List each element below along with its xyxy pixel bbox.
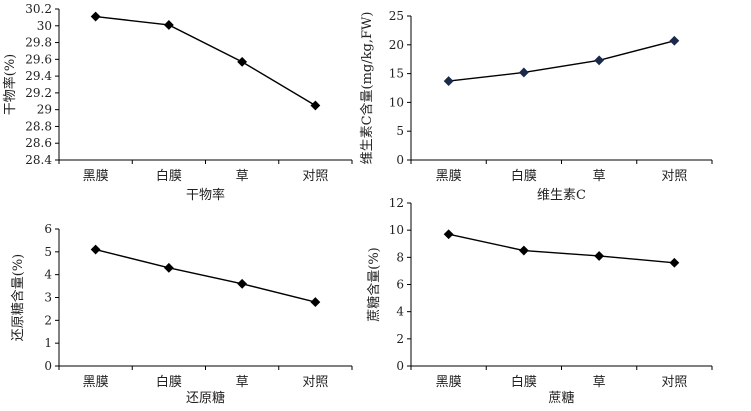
x-category-label: 黑膜 xyxy=(436,169,462,184)
y-tick-label: 15 xyxy=(389,67,404,81)
y-tick-label: 4 xyxy=(44,268,52,282)
data-point-marker xyxy=(237,278,248,289)
data-point-marker xyxy=(518,67,529,78)
y-tick-label: 2 xyxy=(44,313,52,327)
x-category-label: 黑膜 xyxy=(83,375,109,390)
data-point-marker xyxy=(90,244,101,255)
y-tick-label: 29.4 xyxy=(25,69,52,83)
x-category-label: 草 xyxy=(593,169,606,184)
y-tick-label: 5 xyxy=(44,245,52,259)
x-category-label: 草 xyxy=(236,169,249,184)
x-category-label: 草 xyxy=(593,375,606,390)
y-tick-label: 28.8 xyxy=(25,119,52,133)
y-tick-label: 3 xyxy=(44,291,52,305)
x-category-label: 对照 xyxy=(661,375,687,390)
y-tick-label: 0 xyxy=(44,359,52,373)
x-category-label: 对照 xyxy=(302,375,328,390)
y-tick-label: 29.8 xyxy=(25,36,52,50)
y-tick-label: 29 xyxy=(37,103,52,117)
data-point-marker xyxy=(443,229,454,240)
y-tick-label: 30 xyxy=(37,19,52,33)
y-tick-label: 8 xyxy=(396,250,404,264)
y-axis-title: 蔗糖含量(%) xyxy=(366,247,382,322)
data-point-marker xyxy=(310,100,321,111)
data-point-marker xyxy=(443,76,454,86)
data-point-marker xyxy=(90,11,101,22)
x-category-label: 对照 xyxy=(661,169,687,184)
data-point-marker xyxy=(163,262,174,273)
chart-dry-matter: 28.4 28.6 28.8 29 29.2 29.4 29.6 29.8 30 30.2 黑膜 白膜… xyxy=(2,2,353,203)
x-category-label: 黑膜 xyxy=(436,375,462,390)
x-axis-title: 干物率 xyxy=(186,187,225,203)
y-tick-label: 29.2 xyxy=(25,86,52,100)
y-tick-label: 6 xyxy=(396,278,404,292)
y-tick-label: 2 xyxy=(396,332,404,346)
series-line xyxy=(448,40,675,82)
x-axis-title: 维生素C xyxy=(537,188,586,203)
y-tick-label: 28.4 xyxy=(25,153,52,167)
x-category-label: 对照 xyxy=(302,169,328,184)
data-point-marker xyxy=(310,297,321,307)
y-tick-label: 29.6 xyxy=(25,52,52,66)
y-tick-label: 25 xyxy=(389,9,404,23)
y-tick-label: 30.2 xyxy=(25,2,52,16)
x-category-label: 白膜 xyxy=(511,168,537,184)
series-line xyxy=(95,15,316,107)
x-axis-title: 蔗糖 xyxy=(548,390,574,406)
x-category-label: 白膜 xyxy=(156,374,182,390)
y-tick-label: 1 xyxy=(44,336,52,350)
y-axis-title: 维生素C含量(mg/kg,FW) xyxy=(359,12,375,165)
y-tick-label: 10 xyxy=(389,95,404,109)
data-point-marker xyxy=(163,20,174,30)
y-tick-label: 28.6 xyxy=(25,136,52,150)
y-axis-title: 干物率(%) xyxy=(2,54,18,116)
y-tick-label: 10 xyxy=(389,223,404,237)
y-tick-label: 6 xyxy=(44,222,52,236)
y-tick-label: 20 xyxy=(389,38,404,52)
x-category-label: 草 xyxy=(236,375,249,390)
series-line xyxy=(448,233,675,264)
data-point-marker xyxy=(669,257,680,268)
data-point-marker xyxy=(669,35,680,46)
x-category-label: 白膜 xyxy=(511,374,537,390)
y-tick-label: 0 xyxy=(396,153,404,167)
x-category-label: 白膜 xyxy=(156,168,182,184)
series-line xyxy=(95,248,316,303)
y-axis-title: 还原糖含量(%) xyxy=(10,254,26,342)
y-tick-label: 5 xyxy=(396,124,404,138)
x-axis-title: 还原糖 xyxy=(186,390,225,406)
data-point-marker xyxy=(594,55,605,66)
x-category-label: 黑膜 xyxy=(83,169,109,184)
data-point-marker xyxy=(237,56,248,67)
data-point-marker xyxy=(594,251,605,261)
y-tick-label: 12 xyxy=(389,196,404,210)
data-point-marker xyxy=(518,245,529,256)
y-tick-label: 0 xyxy=(396,359,404,373)
y-tick-label: 4 xyxy=(396,305,404,319)
